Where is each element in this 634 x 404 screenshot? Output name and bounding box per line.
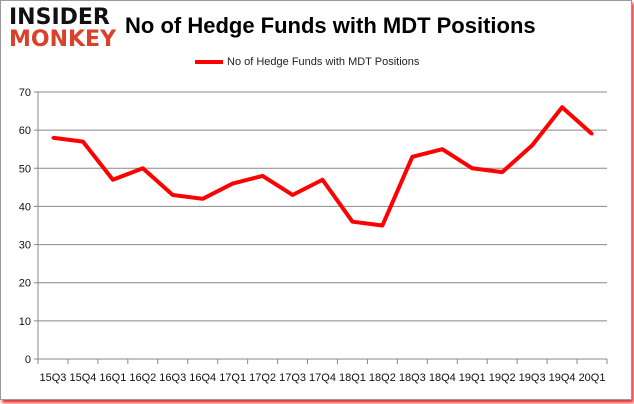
x-tick-label: 18Q2 xyxy=(369,372,396,384)
x-tick-label: 18Q1 xyxy=(339,372,366,384)
data-point xyxy=(111,178,115,182)
y-tick-label: 50 xyxy=(19,163,31,175)
data-point xyxy=(291,193,295,197)
data-point xyxy=(201,197,205,201)
x-tick-label: 16Q2 xyxy=(129,372,156,384)
x-tick-label: 16Q4 xyxy=(189,372,216,384)
data-point xyxy=(440,147,444,151)
x-tick-label: 17Q4 xyxy=(309,372,336,384)
x-tick-label: 19Q2 xyxy=(489,372,516,384)
y-tick-label: 20 xyxy=(19,278,31,290)
data-point xyxy=(410,155,414,159)
data-point xyxy=(560,105,564,109)
data-point xyxy=(530,143,534,147)
x-tick-label: 19Q3 xyxy=(519,372,546,384)
data-point xyxy=(321,178,324,182)
data-point xyxy=(350,220,354,224)
data-point xyxy=(470,166,474,170)
y-tick-label: 60 xyxy=(19,125,31,137)
data-point xyxy=(500,170,504,174)
logo-line2: MONKEY xyxy=(9,27,117,52)
data-point xyxy=(380,224,384,227)
data-point xyxy=(171,193,175,197)
insider-monkey-logo: INSIDER MONKEY xyxy=(9,7,116,51)
x-tick-label: 16Q3 xyxy=(159,372,186,384)
x-tick-label: 15Q4 xyxy=(69,372,96,384)
y-tick-label: 10 xyxy=(19,316,31,328)
x-tick-label: 19Q1 xyxy=(459,372,486,384)
data-point xyxy=(261,174,265,178)
x-tick-label: 18Q4 xyxy=(429,372,456,384)
x-tick-label: 18Q3 xyxy=(399,372,426,384)
x-tick-label: 19Q4 xyxy=(549,372,576,384)
legend-swatch xyxy=(195,60,223,64)
x-tick-label: 17Q3 xyxy=(279,372,306,384)
x-tick-label: 15Q3 xyxy=(40,372,67,384)
data-point xyxy=(231,182,235,186)
y-tick-label: 40 xyxy=(19,201,31,213)
x-tick-label: 16Q1 xyxy=(99,372,126,384)
y-tick-label: 70 xyxy=(19,87,31,99)
series-line xyxy=(52,105,594,228)
y-tick-label: 0 xyxy=(25,354,31,366)
x-tick-label: 20Q1 xyxy=(579,372,606,384)
data-point xyxy=(590,132,594,136)
data-point xyxy=(81,140,85,144)
legend: No of Hedge Funds with MDT Positions xyxy=(195,56,419,68)
x-tick-label: 17Q2 xyxy=(249,372,276,384)
chart-title: No of Hedge Funds with MDT Positions xyxy=(125,13,536,38)
logo-line1: INSIDER xyxy=(9,5,110,30)
data-point xyxy=(51,136,55,140)
x-tick-label: 17Q1 xyxy=(219,372,246,384)
legend-label: No of Hedge Funds with MDT Positions xyxy=(227,56,420,68)
data-point xyxy=(141,166,145,170)
y-tick-label: 30 xyxy=(19,240,31,252)
